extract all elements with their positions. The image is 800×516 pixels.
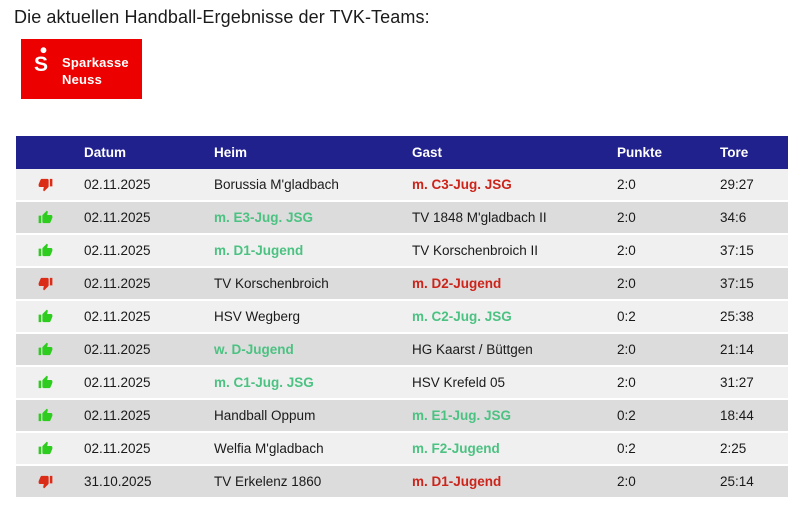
match-date: 02.11.2025 — [84, 177, 151, 192]
points-value: 0:2 — [617, 408, 636, 423]
table-row: 02.11.2025 Borussia M'gladbach m. C3-Jug… — [16, 169, 788, 200]
guest-team: m. C3-Jug. JSG — [412, 177, 512, 192]
results-table-body: 02.11.2025 Borussia M'gladbach m. C3-Jug… — [16, 169, 788, 497]
result-cell — [16, 474, 84, 489]
match-date: 02.11.2025 — [84, 375, 151, 390]
guest-team: TV 1848 M'gladbach II — [412, 210, 547, 225]
thumbs-up-icon — [38, 441, 53, 455]
header-heim: Heim — [214, 145, 248, 160]
thumbs-up-icon — [38, 408, 53, 422]
table-row: 02.11.2025 m. D1-Jugend TV Korschenbroic… — [16, 235, 788, 266]
thumbs-down-icon — [38, 178, 53, 192]
header-gast: Gast — [412, 145, 443, 160]
guest-team: TV Korschenbroich II — [412, 243, 539, 258]
sparkasse-s-icon: S — [32, 47, 51, 77]
table-row: 02.11.2025 w. D-Jugend HG Kaarst / Büttg… — [16, 334, 788, 365]
result-cell — [16, 342, 84, 357]
table-row: 31.10.2025 TV Erkelenz 1860 m. D1-Jugend… — [16, 466, 788, 497]
header-datum: Datum — [84, 145, 127, 160]
table-row: 02.11.2025 m. C1-Jug. JSG HSV Krefeld 05… — [16, 367, 788, 398]
thumbs-down-icon — [38, 475, 53, 489]
home-team: m. C1-Jug. JSG — [214, 375, 314, 390]
goals-value: 25:38 — [720, 309, 754, 324]
goals-value: 37:15 — [720, 243, 754, 258]
match-date: 02.11.2025 — [84, 309, 151, 324]
guest-team: m. D1-Jugend — [412, 474, 502, 489]
goals-value: 2:25 — [720, 441, 747, 456]
page-title: Die aktuellen Handball-Ergebnisse der TV… — [14, 7, 430, 27]
home-team: w. D-Jugend — [214, 342, 294, 357]
goals-value: 21:14 — [720, 342, 754, 357]
goals-value: 18:44 — [720, 408, 754, 423]
home-team: TV Korschenbroich — [214, 276, 329, 291]
home-team: HSV Wegberg — [214, 309, 301, 324]
table-row: 02.11.2025 m. E3-Jug. JSG TV 1848 M'glad… — [16, 202, 788, 233]
points-value: 0:2 — [617, 441, 636, 456]
points-value: 2:0 — [617, 276, 636, 291]
guest-team: m. C2-Jug. JSG — [412, 309, 512, 324]
result-cell — [16, 243, 84, 258]
thumbs-up-icon — [38, 243, 53, 257]
result-cell — [16, 276, 84, 291]
home-team: Welfia M'gladbach — [214, 441, 324, 456]
thumbs-up-icon — [38, 375, 53, 389]
results-table-header: Datum Heim Gast Punkte Tore — [16, 136, 788, 169]
sparkasse-sponsor-logo[interactable]: S Sparkasse Neuss — [21, 39, 142, 99]
points-value: 2:0 — [617, 342, 636, 357]
home-team: m. E3-Jug. JSG — [214, 210, 314, 225]
goals-value: 31:27 — [720, 375, 754, 390]
match-date: 02.11.2025 — [84, 276, 151, 291]
result-cell — [16, 177, 84, 192]
match-date: 02.11.2025 — [84, 408, 151, 423]
points-value: 2:0 — [617, 474, 636, 489]
match-date: 02.11.2025 — [84, 210, 151, 225]
header-tore: Tore — [720, 145, 749, 160]
points-value: 2:0 — [617, 177, 636, 192]
results-table: Datum Heim Gast Punkte Tore 02.11.2025 B… — [16, 136, 788, 499]
match-date: 02.11.2025 — [84, 342, 151, 357]
thumbs-up-icon — [38, 210, 53, 224]
guest-team: HG Kaarst / Büttgen — [412, 342, 533, 357]
points-value: 2:0 — [617, 210, 636, 225]
match-date: 02.11.2025 — [84, 243, 151, 258]
goals-value: 34:6 — [720, 210, 747, 225]
points-value: 2:0 — [617, 243, 636, 258]
home-team: Borussia M'gladbach — [214, 177, 339, 192]
goals-value: 37:15 — [720, 276, 754, 291]
guest-team: HSV Krefeld 05 — [412, 375, 506, 390]
sparkasse-logo-text: Sparkasse Neuss — [62, 54, 129, 88]
result-cell — [16, 309, 84, 324]
svg-text:S: S — [34, 53, 48, 72]
guest-team: m. D2-Jugend — [412, 276, 502, 291]
table-row: 02.11.2025 TV Korschenbroich m. D2-Jugen… — [16, 268, 788, 299]
result-cell — [16, 408, 84, 423]
sparkasse-logo-line2: Neuss — [62, 72, 103, 87]
table-row: 02.11.2025 Welfia M'gladbach m. F2-Jugen… — [16, 433, 788, 464]
table-row: 02.11.2025 Handball Oppum m. E1-Jug. JSG… — [16, 400, 788, 431]
thumbs-up-icon — [38, 342, 53, 356]
result-cell — [16, 210, 84, 225]
goals-value: 29:27 — [720, 177, 754, 192]
points-value: 0:2 — [617, 309, 636, 324]
home-team: TV Erkelenz 1860 — [214, 474, 322, 489]
match-date: 02.11.2025 — [84, 441, 151, 456]
header-punkte: Punkte — [617, 145, 663, 160]
sparkasse-logo-line1: Sparkasse — [62, 55, 129, 70]
guest-team: m. E1-Jug. JSG — [412, 408, 512, 423]
result-cell — [16, 375, 84, 390]
header-result-column — [16, 136, 84, 169]
goals-value: 25:14 — [720, 474, 754, 489]
thumbs-down-icon — [38, 277, 53, 291]
result-cell — [16, 441, 84, 456]
match-date: 31.10.2025 — [84, 474, 152, 489]
home-team: m. D1-Jugend — [214, 243, 304, 258]
home-team: Handball Oppum — [214, 408, 316, 423]
thumbs-up-icon — [38, 309, 53, 323]
points-value: 2:0 — [617, 375, 636, 390]
table-row: 02.11.2025 HSV Wegberg m. C2-Jug. JSG 0:… — [16, 301, 788, 332]
guest-team: m. F2-Jugend — [412, 441, 500, 456]
